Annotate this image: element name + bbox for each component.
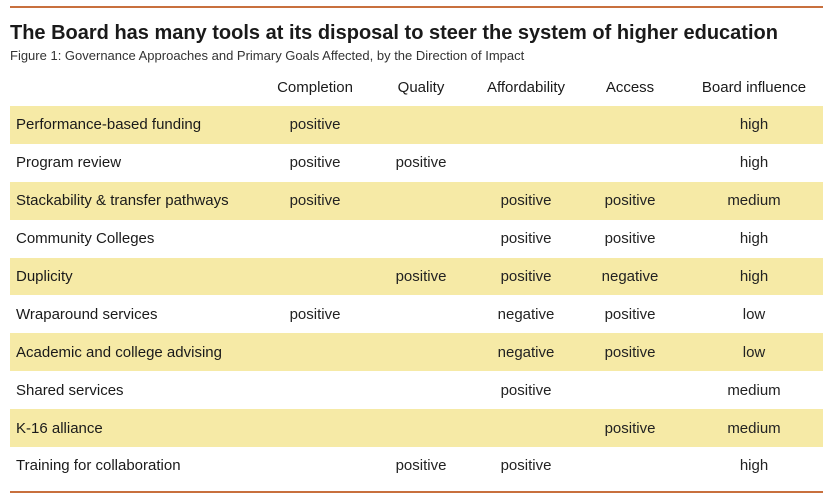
cell-completion: positive — [265, 181, 365, 220]
row-label: Academic and college advising — [10, 333, 265, 372]
table-row: Wraparound services positive negative posit… — [10, 295, 823, 333]
row-label: Shared services — [16, 381, 124, 399]
cell-access: positive — [604, 230, 656, 248]
cell-affordability: positive — [477, 257, 575, 296]
column-header-completion: Completion — [277, 78, 353, 96]
cell-quality — [365, 295, 477, 333]
row-label: Community Colleges — [16, 230, 155, 248]
cell-board-influence: medium — [685, 181, 823, 220]
cell-access: positive — [604, 305, 656, 323]
cell-completion: positive — [289, 305, 341, 323]
header-row: Completion Quality Affordability Access … — [10, 68, 823, 106]
cell-board-influence: low — [685, 333, 823, 372]
row-label: Stackability & transfer pathways — [10, 181, 265, 220]
column-header-board-influence: Board influence — [701, 78, 807, 96]
column-header-affordability: Affordability — [486, 78, 566, 96]
cell-completion — [265, 333, 365, 372]
column-header-access: Access — [605, 78, 655, 96]
table-body: Performance-based funding positive high Pro… — [10, 106, 823, 485]
cell-completion — [265, 409, 365, 448]
cell-completion — [265, 257, 365, 296]
cell-board-influence: high — [685, 257, 823, 296]
cell-quality — [365, 371, 477, 409]
cell-board-influence: high — [739, 457, 769, 475]
figure-subtitle: Figure 1: Governance Approaches and Prim… — [10, 48, 525, 63]
cell-completion — [265, 447, 365, 485]
cell-quality — [365, 106, 477, 144]
cell-affordability — [477, 144, 575, 182]
cell-access — [575, 106, 685, 144]
table-row: Community Colleges positive positive high — [10, 220, 823, 258]
cell-board-influence: high — [739, 230, 769, 248]
cell-completion: positive — [265, 106, 365, 144]
cell-board-influence: medium — [685, 409, 823, 448]
cell-access: negative — [575, 257, 685, 296]
cell-affordability — [477, 409, 575, 448]
cell-quality: positive — [395, 154, 447, 172]
table-row: Performance-based funding positive high — [10, 106, 823, 144]
governance-table: Completion Quality Affordability Access … — [10, 68, 823, 485]
top-rule — [10, 6, 823, 8]
row-label: Program review — [16, 154, 122, 172]
cell-quality — [365, 333, 477, 372]
cell-completion — [265, 220, 365, 258]
row-label: K-16 alliance — [10, 409, 265, 448]
table-row: Academic and college advising negative pos… — [10, 333, 823, 372]
cell-quality: positive — [395, 457, 447, 475]
cell-access: positive — [575, 409, 685, 448]
cell-quality — [365, 181, 477, 220]
cell-access — [575, 447, 685, 485]
cell-affordability — [477, 106, 575, 144]
cell-affordability: positive — [500, 457, 552, 475]
cell-access: positive — [575, 181, 685, 220]
cell-board-influence: high — [739, 154, 769, 172]
bottom-rule — [10, 491, 823, 493]
cell-quality: positive — [365, 257, 477, 296]
cell-affordability: positive — [477, 181, 575, 220]
table-row: Duplicity positive positive negative high — [10, 257, 823, 296]
row-label: Performance-based funding — [10, 106, 265, 144]
column-header-label — [10, 68, 265, 106]
cell-affordability: positive — [500, 381, 552, 399]
cell-access — [575, 144, 685, 182]
cell-completion: positive — [289, 154, 341, 172]
table-row: Training for collaboration positive positi… — [10, 447, 823, 485]
cell-board-influence: low — [742, 305, 766, 323]
cell-board-influence: high — [685, 106, 823, 144]
table-row: Stackability & transfer pathways positive… — [10, 181, 823, 220]
cell-board-influence: medium — [727, 381, 781, 399]
row-label: Duplicity — [10, 257, 265, 296]
cell-access: positive — [575, 333, 685, 372]
cell-access — [575, 371, 685, 409]
cell-quality — [365, 220, 477, 258]
cell-completion — [265, 371, 365, 409]
table-row: K-16 alliance positive medium — [10, 409, 823, 448]
cell-affordability: negative — [497, 305, 555, 323]
row-label: Wraparound services — [16, 305, 158, 323]
table-row: Shared services positive medium — [10, 371, 823, 409]
cell-quality — [365, 409, 477, 448]
cell-affordability: negative — [477, 333, 575, 372]
page-title: The Board has many tools at its disposal… — [10, 22, 778, 44]
column-header-quality: Quality — [397, 78, 445, 96]
row-label: Training for collaboration — [16, 457, 181, 475]
table-row: Program review positive positive high — [10, 144, 823, 182]
cell-affordability: positive — [500, 230, 552, 248]
